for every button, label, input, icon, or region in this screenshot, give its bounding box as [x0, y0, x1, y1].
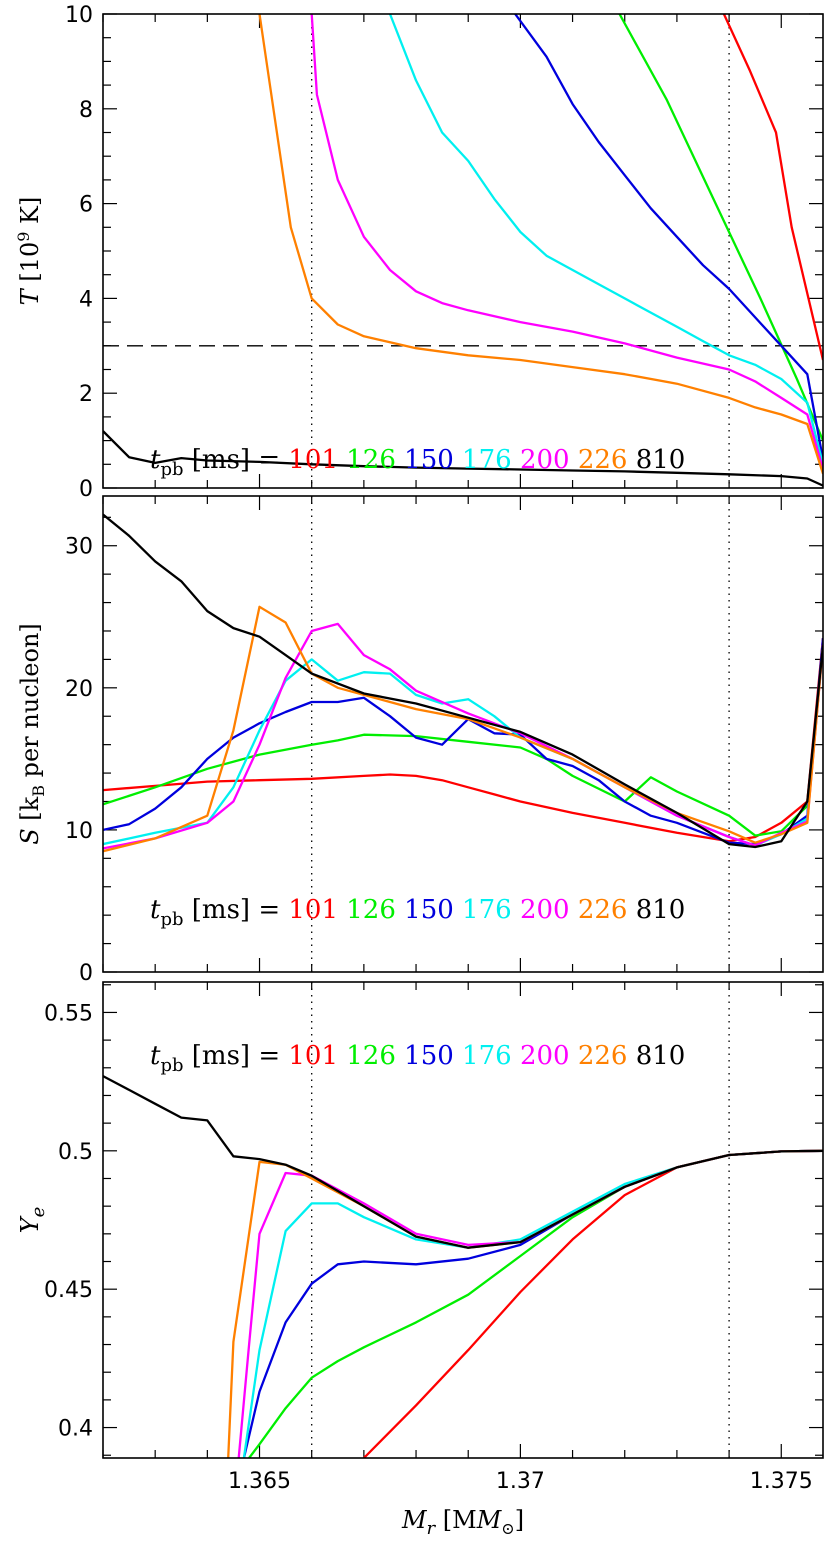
- legend-entry-126: 126: [346, 1041, 404, 1071]
- legend-entry-810: 810: [636, 895, 686, 925]
- y-ticks: [103, 13, 823, 489]
- series-group: [103, 14, 823, 487]
- legend-entry-176: 176: [462, 895, 520, 925]
- series-line-810: [103, 513, 823, 849]
- legend-entry-226: 226: [578, 445, 636, 475]
- plot-frame: [102, 495, 824, 973]
- y-tick-label: 0.45: [44, 1278, 93, 1303]
- y-tick-label: 10: [65, 3, 93, 28]
- series-line-200: [103, 622, 823, 850]
- y-tick-label: 8: [79, 98, 93, 123]
- legend-entry-176: 176: [462, 1041, 520, 1071]
- legend: tpb [ms] = 101 126 150 176 200 226 810: [150, 1041, 685, 1076]
- legend-entry-200: 200: [520, 895, 578, 925]
- y-tick-label: 0: [79, 477, 93, 502]
- series-line-150: [242, 1149, 823, 1458]
- y-axis-title: S [kB per nucleon]: [16, 623, 48, 845]
- legend-entry-101: 101: [288, 1041, 346, 1071]
- legend-entry-126: 126: [346, 895, 404, 925]
- legend: tpb [ms] = 101 126 150 176 200 226 810: [150, 895, 685, 930]
- legend: tpb [ms] = 101 126 150 176 200 226 810: [150, 445, 685, 480]
- legend-entry-176: 176: [462, 445, 520, 475]
- legend-entry-150: 150: [404, 895, 462, 925]
- legend-entry-810: 810: [636, 445, 686, 475]
- legend-entry-126: 126: [346, 445, 404, 475]
- series-line-810: [103, 430, 823, 487]
- series-line-101: [722, 14, 823, 361]
- series-line-226: [103, 605, 823, 853]
- x-ticks: [102, 14, 782, 488]
- series-line-101: [363, 1149, 823, 1458]
- legend-entry-226: 226: [578, 1041, 636, 1071]
- legend-entry-150: 150: [404, 445, 462, 475]
- series-line-200: [237, 1149, 823, 1458]
- x-tick-label: 1.365: [228, 1469, 291, 1494]
- panel-entropy: 0 10 20 30 tpb [ms] = 101 126 150 176 200 22…: [16, 495, 824, 986]
- y-tick-label: 0: [79, 961, 93, 986]
- series-line-126: [248, 1149, 823, 1458]
- y-tick-label: 0.4: [58, 1417, 93, 1442]
- series-line-810: [103, 1075, 823, 1249]
- series-line-176: [103, 645, 823, 847]
- series-group: [103, 513, 823, 853]
- y-axis-title: T [109 K]: [14, 197, 44, 306]
- legend-entry-810: 810: [636, 1041, 686, 1071]
- series-line-126: [103, 645, 823, 837]
- legend-entry-200: 200: [520, 445, 578, 475]
- series-line-200: [310, 14, 823, 470]
- x-tick-label: 1.375: [750, 1469, 813, 1494]
- series-line-126: [618, 14, 823, 442]
- y-tick-label: 0.55: [44, 1001, 93, 1026]
- x-axis-title: Mr [MM⊙]: [401, 1506, 524, 1539]
- series-line-176: [388, 14, 823, 465]
- legend-entry-101: 101: [288, 445, 346, 475]
- y-tick-label: 2: [79, 382, 93, 407]
- y-tick-label: 20: [65, 677, 93, 702]
- series-line-226: [258, 14, 823, 475]
- y-tick-label: 10: [65, 819, 93, 844]
- x-tick-label: 1.37: [496, 1469, 545, 1494]
- y-tick-label: 0.5: [58, 1140, 93, 1165]
- series-line-176: [242, 1149, 823, 1458]
- series-line-226: [227, 1149, 823, 1458]
- plot-frame: [102, 981, 824, 1459]
- x-axis: 1.365 1.37 1.375: [228, 1469, 813, 1494]
- series-line-101: [103, 637, 823, 843]
- legend-entry-200: 200: [520, 1041, 578, 1071]
- y-axis-title: Ye: [16, 1207, 49, 1234]
- plot-frame: [102, 13, 824, 489]
- y-ticks: [103, 984, 823, 1456]
- series-group: [103, 1075, 823, 1458]
- y-tick-label: 6: [79, 193, 93, 218]
- y-tick-label: 30: [65, 535, 93, 560]
- legend-entry-150: 150: [404, 1041, 462, 1071]
- legend-entry-226: 226: [578, 895, 636, 925]
- legend-entry-101: 101: [288, 895, 346, 925]
- y-tick-label: 4: [79, 287, 93, 312]
- panel-electron-fraction: 0.4 0.45 0.5 0.55 tpb [ms] = 101 126 150 176…: [16, 981, 824, 1459]
- series-line-150: [514, 14, 823, 460]
